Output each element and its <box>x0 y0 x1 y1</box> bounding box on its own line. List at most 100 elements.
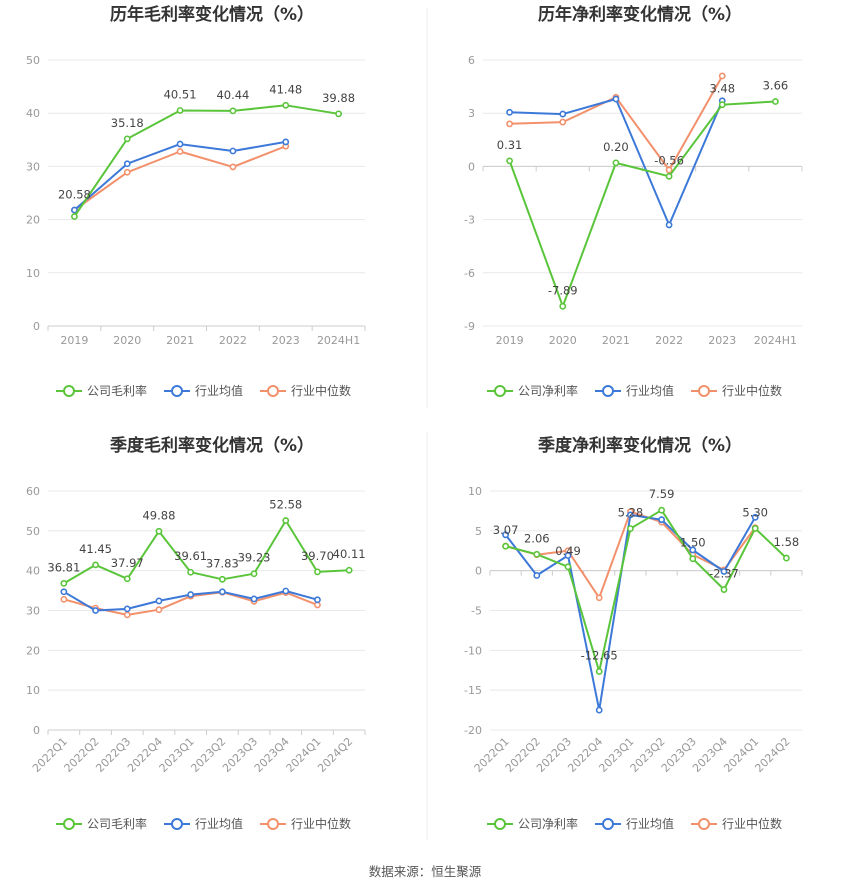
data-point-avg <box>612 95 620 103</box>
data-point-company <box>250 570 258 578</box>
data-point-company <box>718 101 726 109</box>
data-label: 36.81 <box>47 560 80 574</box>
x-tick-label: 2019 <box>60 334 88 347</box>
data-point-company <box>187 568 195 576</box>
y-tick-label: 40 <box>26 107 40 120</box>
legend-item-median: 行业中位数 <box>260 816 351 831</box>
legend-marker-icon <box>267 385 279 397</box>
chart-legend: 公司毛利率 行业均值 行业中位数 <box>56 816 351 831</box>
data-point-company <box>658 506 665 514</box>
data-label: 39.61 <box>174 549 207 563</box>
series-line-median <box>73 145 287 211</box>
y-tick-label: 10 <box>468 485 482 498</box>
data-label: 2.06 <box>524 531 550 545</box>
series-line-median <box>509 75 724 171</box>
legend-marker-icon <box>267 818 279 830</box>
data-label: 0.49 <box>555 544 581 558</box>
data-point-company <box>564 563 572 571</box>
y-tick-label: 10 <box>26 267 40 280</box>
chart-legend: 公司净利率 行业均值 行业中位数 <box>487 816 782 831</box>
data-point-avg <box>282 138 290 146</box>
legend-item-avg: 行业均值 <box>595 383 674 398</box>
data-point-company <box>595 668 603 675</box>
legend-item-avg: 行业均值 <box>595 816 674 831</box>
chart-legend: 公司净利率 行业均值 行业中位数 <box>487 383 782 398</box>
data-point-median <box>665 166 673 174</box>
data-point-avg <box>218 588 226 596</box>
data-point-avg <box>627 511 634 519</box>
legend-label: 公司净利率 <box>518 383 578 398</box>
chart-title: 季度净利率变化情况（%） <box>538 435 742 456</box>
data-point-avg <box>564 552 572 559</box>
data-point-company <box>720 586 728 593</box>
data-point-avg <box>314 596 321 604</box>
data-label: 49.88 <box>142 508 175 522</box>
data-point-median <box>176 148 184 155</box>
data-point-median <box>60 595 68 603</box>
data-label: 40.51 <box>164 87 197 101</box>
data-point-company <box>314 568 321 576</box>
data-point-avg <box>60 588 68 596</box>
data-point-median <box>595 594 603 602</box>
data-label: 20.58 <box>58 188 91 202</box>
chart-panel-3: 季度毛利率变化情况（%）01020304050602022Q12022Q2202… <box>26 435 366 831</box>
legend-item-median: 行业中位数 <box>691 816 782 831</box>
y-tick-label: -10 <box>464 644 482 657</box>
data-label: 3.66 <box>763 78 789 92</box>
y-tick-label: 0 <box>475 565 482 578</box>
data-label: 40.44 <box>216 88 249 102</box>
data-label: -2.37 <box>709 567 739 581</box>
data-point-company <box>783 554 790 562</box>
data-point-avg <box>92 607 99 614</box>
data-point-avg <box>559 110 567 118</box>
y-tick-label: 50 <box>26 54 40 67</box>
legend-label: 公司毛利率 <box>87 816 147 831</box>
y-tick-label: 5 <box>475 525 482 538</box>
legend-item-median: 行业中位数 <box>691 383 782 398</box>
legend-item-avg: 行业均值 <box>164 383 243 398</box>
series-line-company <box>508 100 776 308</box>
data-point-avg <box>751 513 759 521</box>
chart-title: 季度毛利率变化情况（%） <box>110 435 314 456</box>
legend-label: 公司毛利率 <box>87 383 147 398</box>
data-point-avg <box>123 605 131 613</box>
x-tick-label: 2022 <box>655 334 683 347</box>
data-label: 1.50 <box>680 536 706 550</box>
data-point-company <box>689 555 697 563</box>
data-label: 0.20 <box>603 140 629 154</box>
data-point-company <box>123 575 131 583</box>
x-tick-label: 2022 <box>219 334 247 347</box>
data-label: 39.88 <box>322 91 355 105</box>
x-tick-label: 2021 <box>602 334 630 347</box>
data-label: -7.89 <box>548 283 578 297</box>
data-point-avg <box>720 568 728 575</box>
data-point-company <box>665 172 673 180</box>
x-tick-label: 2019 <box>496 334 524 347</box>
y-tick-label: 0 <box>33 724 40 737</box>
data-point-avg <box>250 595 258 603</box>
data-label: 41.45 <box>79 542 112 556</box>
data-point-avg <box>506 108 513 116</box>
data-point-avg <box>533 572 541 579</box>
data-point-avg <box>123 160 131 168</box>
data-label: 3.07 <box>493 523 519 537</box>
series-line-company <box>505 509 788 673</box>
chart-title: 历年净利率变化情况（%） <box>538 4 742 25</box>
data-point-company <box>92 561 99 569</box>
legend-marker-icon <box>698 385 710 397</box>
y-tick-label: 20 <box>26 644 40 657</box>
y-tick-label: 10 <box>26 684 40 697</box>
legend-label: 行业中位数 <box>722 816 782 831</box>
data-point-avg <box>155 597 163 605</box>
x-tick-label: 2024Q2 <box>315 735 355 775</box>
y-tick-label: 0 <box>468 160 475 173</box>
data-point-avg <box>665 221 673 229</box>
data-point-median <box>506 120 513 128</box>
legend-marker-icon <box>602 385 614 397</box>
data-label: 1.58 <box>774 535 800 549</box>
y-tick-label: 3 <box>468 107 475 120</box>
y-tick-label: 6 <box>468 54 475 67</box>
y-tick-label: -15 <box>464 684 482 697</box>
data-point-company <box>751 525 759 532</box>
